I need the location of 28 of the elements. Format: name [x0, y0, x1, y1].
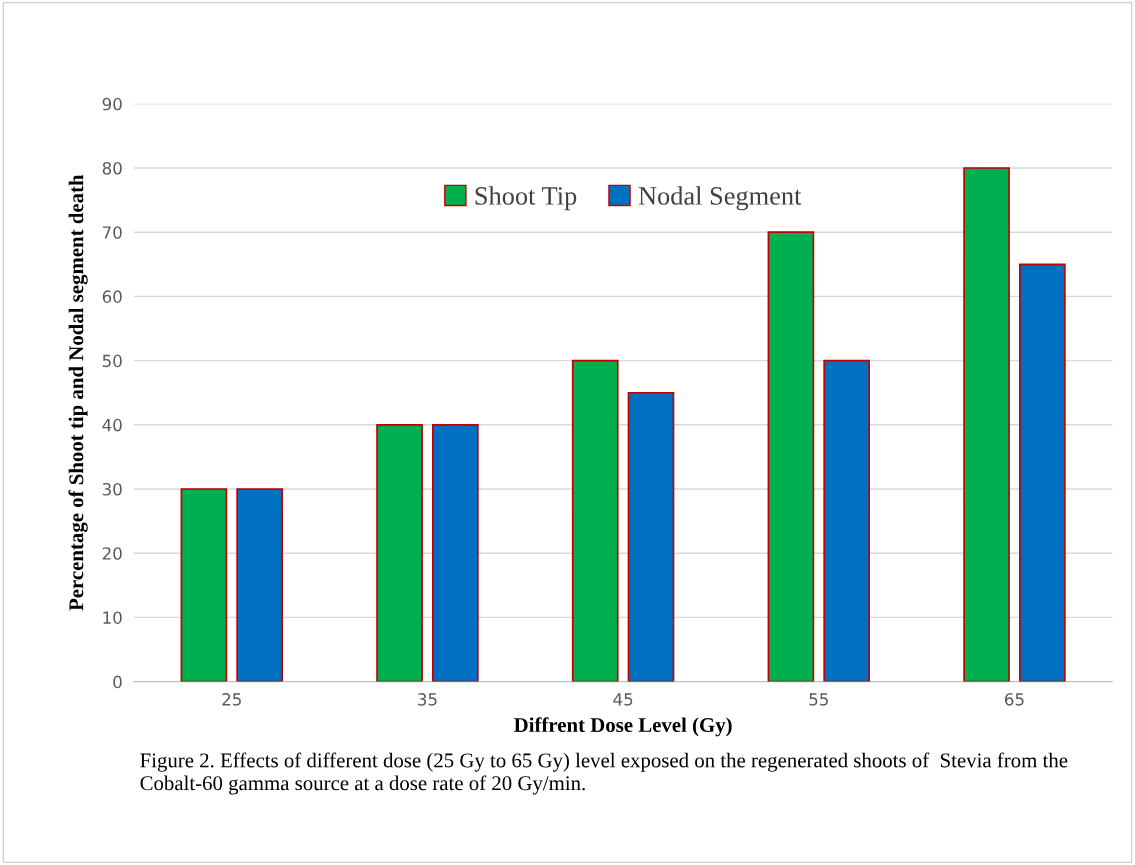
y-tick-label: 50	[102, 354, 122, 368]
y-tick-label: 80	[102, 161, 122, 175]
legend-label: Nodal Segment	[638, 186, 802, 211]
bar	[376, 423, 423, 682]
x-tick-label: 35	[418, 693, 437, 706]
bar	[431, 423, 479, 682]
y-tick-label: 10	[103, 611, 122, 624]
bar	[823, 359, 871, 682]
y-tick-label: 40	[102, 418, 122, 432]
bar	[767, 231, 815, 682]
x-tick-label: 25	[222, 693, 241, 706]
y-tick-label: 0	[113, 675, 122, 689]
x-axis-title: Diffrent Dose Level (Gy)	[514, 717, 732, 737]
y-tick-label: 30	[102, 482, 122, 496]
y-tick-label: 70	[102, 226, 122, 239]
bar	[236, 488, 283, 682]
y-axis-title: Percentage of Shoot tip and Nodal segment death	[68, 174, 88, 611]
x-tick-label: 65	[1005, 693, 1024, 706]
y-tick-label: 90	[102, 97, 122, 111]
x-tick-label: 45	[613, 693, 633, 706]
bar	[571, 359, 619, 682]
bar	[627, 391, 675, 682]
legend-label: Shoot Tip	[475, 186, 577, 211]
bar	[180, 488, 228, 682]
y-tick-label: 20	[102, 547, 122, 560]
y-tick-label: 60	[102, 290, 122, 303]
x-tick-label: 55	[809, 693, 828, 706]
caption: Figure 2. Effects of different dose (25 Gy to 65 Gy) level exposed on the regenerated shoots of Stevia from the Cobalt-60 gamma source at a dose rate of 20 Gy/min.	[140, 752, 1068, 795]
